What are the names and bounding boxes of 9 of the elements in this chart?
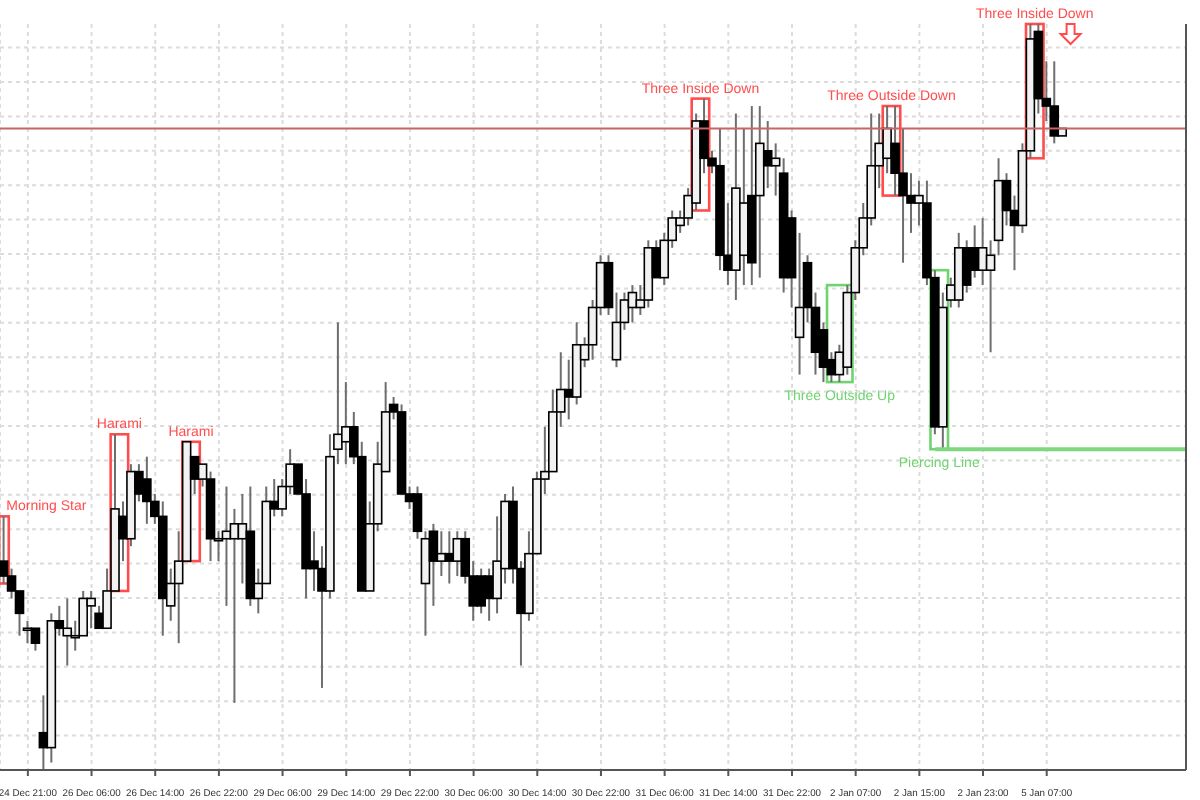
candlestick — [86, 589, 96, 630]
candlestick — [762, 119, 773, 190]
candlestick — [22, 619, 33, 645]
candlestick — [62, 597, 73, 667]
candlestick — [30, 627, 41, 652]
candlestick — [142, 455, 152, 525]
candlestick — [1049, 60, 1060, 145]
candlestick — [476, 567, 486, 615]
candlestick — [221, 485, 232, 607]
